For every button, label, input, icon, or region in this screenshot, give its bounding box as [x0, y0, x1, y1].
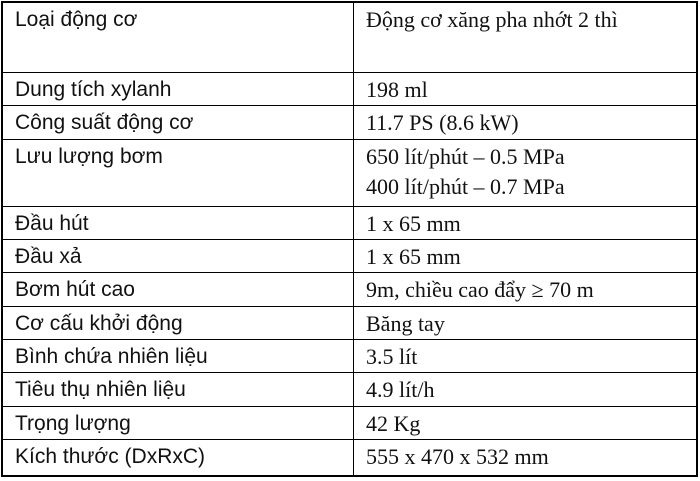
spec-label: Đầu xả [1, 238, 354, 273]
spec-value: 4.9 lít/h [366, 376, 435, 402]
spec-value: 42 Kg [366, 410, 421, 436]
spec-label: Tiêu thụ nhiên liệu [1, 371, 354, 407]
table-row: Công suất động cơ 11.7 PS (8.6 kW) [1, 104, 698, 140]
spec-label: Bơm hút cao [1, 271, 354, 307]
spec-value-cell: 3.5 lít [353, 338, 698, 373]
spec-value-cell: 1 x 65 mm [353, 205, 698, 240]
spec-label: Lưu lượng bơm [1, 138, 354, 207]
table-row: Trọng lượng 42 Kg [1, 405, 698, 440]
spec-label: Dung tích xylanh [1, 71, 354, 106]
spec-value-cell: Băng tay [353, 305, 698, 340]
table-row: Đầu hút 1 x 65 mm [1, 205, 698, 240]
spec-value-cell: 198 ml [353, 71, 698, 106]
spec-value-cell: 9m, chiều cao đẩy ≥ 70 m [353, 271, 698, 307]
spec-value: 3.5 lít [366, 343, 418, 369]
spec-value: 9m, chiều cao đẩy ≥ 70 m [366, 276, 594, 302]
spec-value-cell: 42 Kg [353, 405, 698, 440]
spec-value: 1 x 65 mm [366, 210, 461, 236]
spec-label: Công suất động cơ [1, 104, 354, 140]
table-row: Dung tích xylanh 198 ml [1, 71, 698, 106]
spec-value-cell: 11.7 PS (8.6 kW) [353, 104, 698, 140]
spec-value-cell: 1 x 65 mm [353, 238, 698, 273]
spec-value: 400 lít/phút – 0.7 MPa [366, 173, 565, 199]
spec-label: Bình chứa nhiên liệu [1, 338, 354, 373]
spec-value-cell: Động cơ xăng pha nhớt 2 thì [353, 1, 698, 73]
table-row: Bình chứa nhiên liệu 3.5 lít [1, 338, 698, 373]
spec-value-cell: 4.9 lít/h [353, 371, 698, 407]
table-row: Đầu xả 1 x 65 mm [1, 238, 698, 273]
spec-value: 1 x 65 mm [366, 243, 461, 269]
spec-label: Loại động cơ [1, 1, 354, 73]
spec-label: Trọng lượng [1, 405, 354, 440]
spec-value: Băng tay [366, 310, 445, 336]
table-row: Loại động cơ Động cơ xăng pha nhớt 2 thì [1, 1, 698, 73]
spec-label: Đầu hút [1, 205, 354, 240]
spec-label: Kích thước (DxRxC) [1, 438, 354, 477]
spec-value: 555 x 470 x 532 mm [366, 443, 549, 469]
table-row: Tiêu thụ nhiên liệu 4.9 lít/h [1, 371, 698, 407]
spec-value: 198 ml [366, 76, 428, 102]
spec-value: 650 lít/phút – 0.5 MPa [366, 143, 565, 169]
spec-value: 11.7 PS (8.6 kW) [366, 109, 519, 135]
table-row: Cơ cấu khởi động Băng tay [1, 305, 698, 340]
spec-value-cell: 555 x 470 x 532 mm [353, 438, 698, 477]
spec-value: Động cơ xăng pha nhớt 2 thì [366, 7, 618, 32]
table-row: Kích thước (DxRxC) 555 x 470 x 532 mm [1, 438, 698, 477]
spec-value-cell: 650 lít/phút – 0.5 MPa 400 lít/phút – 0.7… [353, 138, 698, 207]
table-row: Lưu lượng bơm 650 lít/phút – 0.5 MPa 400 l… [1, 138, 698, 207]
table-row: Bơm hút cao 9m, chiều cao đẩy ≥ 70 m [1, 271, 698, 307]
spec-label: Cơ cấu khởi động [1, 305, 354, 340]
